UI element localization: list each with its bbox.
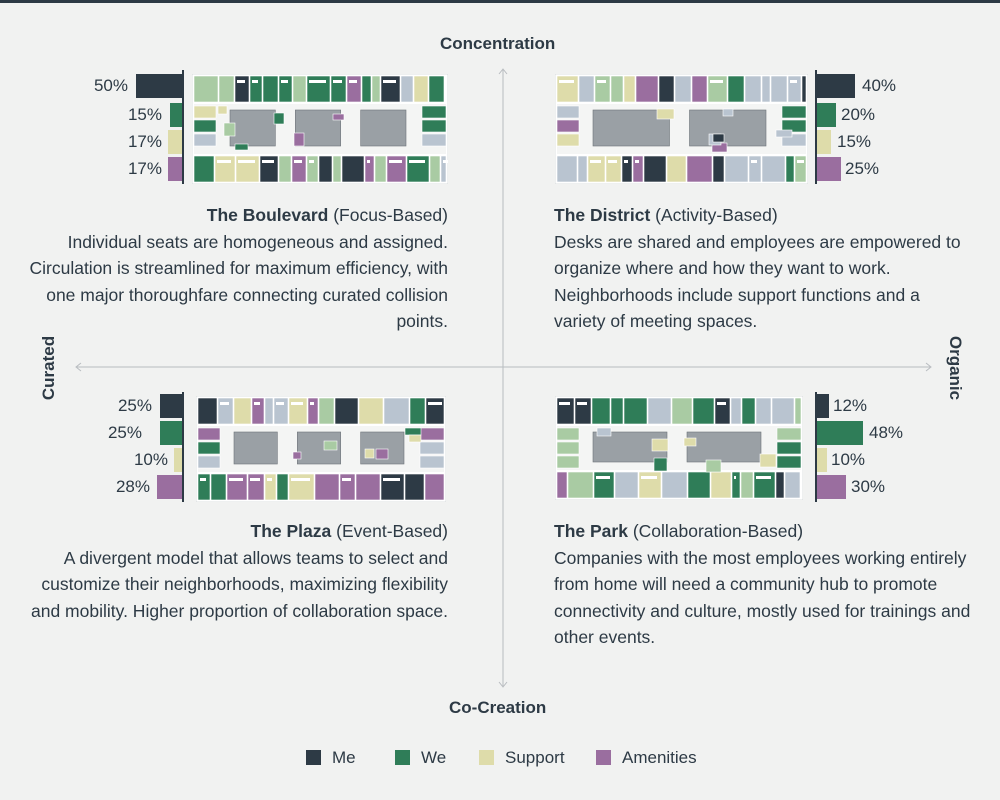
bar-row-we: 25% bbox=[70, 421, 184, 445]
quadrant-title: The Plaza bbox=[250, 521, 332, 541]
bar-support bbox=[817, 130, 831, 154]
floor-plan-boulevard bbox=[192, 74, 448, 184]
bar-amenities bbox=[817, 475, 846, 499]
quadrant-type: (Collaboration-Based) bbox=[632, 521, 804, 541]
bar-baseline bbox=[815, 70, 817, 184]
bar-row-amenities: 25% bbox=[817, 157, 927, 181]
bar-label-me: 40% bbox=[862, 76, 897, 95]
bar-label-me: 12% bbox=[833, 396, 868, 415]
bar-me bbox=[817, 394, 829, 418]
floor-plan-district bbox=[555, 74, 808, 184]
bar-label-we: 25% bbox=[107, 423, 142, 442]
bar-row-me: 25% bbox=[70, 394, 184, 418]
bar-row-we: 15% bbox=[70, 103, 184, 127]
bar-amenities bbox=[168, 157, 184, 181]
legend-label-support: Support bbox=[505, 748, 565, 767]
legend-swatch-me bbox=[306, 750, 321, 765]
quadrant-type: (Activity-Based) bbox=[655, 205, 778, 225]
bar-row-amenities: 30% bbox=[817, 475, 927, 499]
bar-row-me: 12% bbox=[817, 394, 927, 418]
quadrant-title: The District bbox=[554, 205, 651, 225]
axis-label-top: Concentration bbox=[440, 34, 556, 53]
axis-label-right: Organic bbox=[946, 335, 965, 401]
legend-label-amenities: Amenities bbox=[622, 748, 697, 767]
bar-group-district: 40% 20% 15% 25% bbox=[817, 74, 927, 186]
legend-label-me: Me bbox=[332, 748, 356, 767]
bar-label-we: 15% bbox=[127, 105, 162, 124]
axis-label-bottom: Co-Creation bbox=[449, 698, 547, 717]
bar-support bbox=[817, 448, 827, 472]
bar-row-support: 15% bbox=[817, 130, 927, 154]
bar-we bbox=[817, 103, 836, 127]
bar-group-park: 12% 48% 10% 30% bbox=[817, 394, 927, 506]
quadrant-title: The Park bbox=[554, 521, 628, 541]
quadrant-description: A divergent model that allows teams to s… bbox=[31, 547, 448, 621]
bar-row-me: 50% bbox=[70, 74, 184, 98]
bar-label-we: 20% bbox=[841, 105, 876, 124]
description-park: The Park (Collaboration-Based) Companies… bbox=[554, 518, 974, 651]
bar-me bbox=[160, 394, 184, 418]
legend-swatch-amenities bbox=[596, 750, 611, 765]
bar-label-support: 10% bbox=[831, 450, 866, 469]
bar-label-me: 50% bbox=[93, 76, 128, 95]
bar-row-support: 10% bbox=[70, 448, 184, 472]
bar-baseline bbox=[182, 70, 184, 184]
floor-plan-plaza bbox=[196, 396, 446, 502]
bar-label-support: 15% bbox=[837, 132, 872, 151]
quadrant-description: Desks are shared and employees are empow… bbox=[554, 231, 961, 332]
axis-label-left: Curated bbox=[39, 335, 58, 401]
bar-group-plaza: 25% 25% 10% 28% bbox=[70, 394, 184, 506]
bar-label-amenities: 28% bbox=[115, 477, 150, 496]
bar-row-we: 20% bbox=[817, 103, 927, 127]
bar-we bbox=[160, 421, 184, 445]
bar-amenities bbox=[157, 475, 184, 499]
bar-baseline bbox=[815, 392, 817, 502]
quadrant-type: (Focus-Based) bbox=[333, 205, 448, 225]
bar-label-me: 25% bbox=[117, 396, 152, 415]
bar-row-support: 10% bbox=[817, 448, 927, 472]
legend-label-we: We bbox=[421, 748, 447, 767]
bar-label-amenities: 30% bbox=[851, 477, 886, 496]
floor-plan-park bbox=[555, 396, 803, 500]
bar-label-amenities: 25% bbox=[845, 159, 880, 178]
bar-row-amenities: 28% bbox=[70, 475, 184, 499]
bar-me bbox=[136, 74, 184, 98]
bar-row-amenities: 17% bbox=[70, 157, 184, 181]
bar-support bbox=[168, 130, 184, 154]
bar-label-support: 17% bbox=[127, 132, 162, 151]
bar-we bbox=[817, 421, 863, 445]
bar-row-me: 40% bbox=[817, 74, 927, 98]
quadrant-type: (Event-Based) bbox=[336, 521, 448, 541]
bar-group-boulevard: 50% 15% 17% 17% bbox=[70, 74, 184, 186]
quadrant-description: Individual seats are homogeneous and ass… bbox=[29, 231, 448, 332]
bar-label-we: 48% bbox=[869, 423, 904, 442]
top-rule bbox=[0, 0, 1000, 3]
legend-swatch-support bbox=[479, 750, 494, 765]
legend-swatch-we bbox=[395, 750, 410, 765]
quadrant-title: The Boulevard bbox=[206, 205, 329, 225]
bar-amenities bbox=[817, 157, 841, 181]
bar-row-we: 48% bbox=[817, 421, 927, 445]
description-plaza: The Plaza (Event-Based) A divergent mode… bbox=[28, 518, 448, 624]
bar-support bbox=[174, 448, 184, 472]
bar-label-amenities: 17% bbox=[127, 159, 162, 178]
bar-me bbox=[817, 74, 855, 98]
quadrant-description: Companies with the most employees workin… bbox=[554, 547, 971, 648]
description-district: The District (Activity-Based) Desks are … bbox=[554, 202, 974, 335]
bar-row-support: 17% bbox=[70, 130, 184, 154]
bar-label-support: 10% bbox=[133, 450, 168, 469]
bar-baseline bbox=[182, 392, 184, 502]
bar-we bbox=[170, 103, 184, 127]
description-boulevard: The Boulevard (Focus-Based) Individual s… bbox=[28, 202, 448, 335]
